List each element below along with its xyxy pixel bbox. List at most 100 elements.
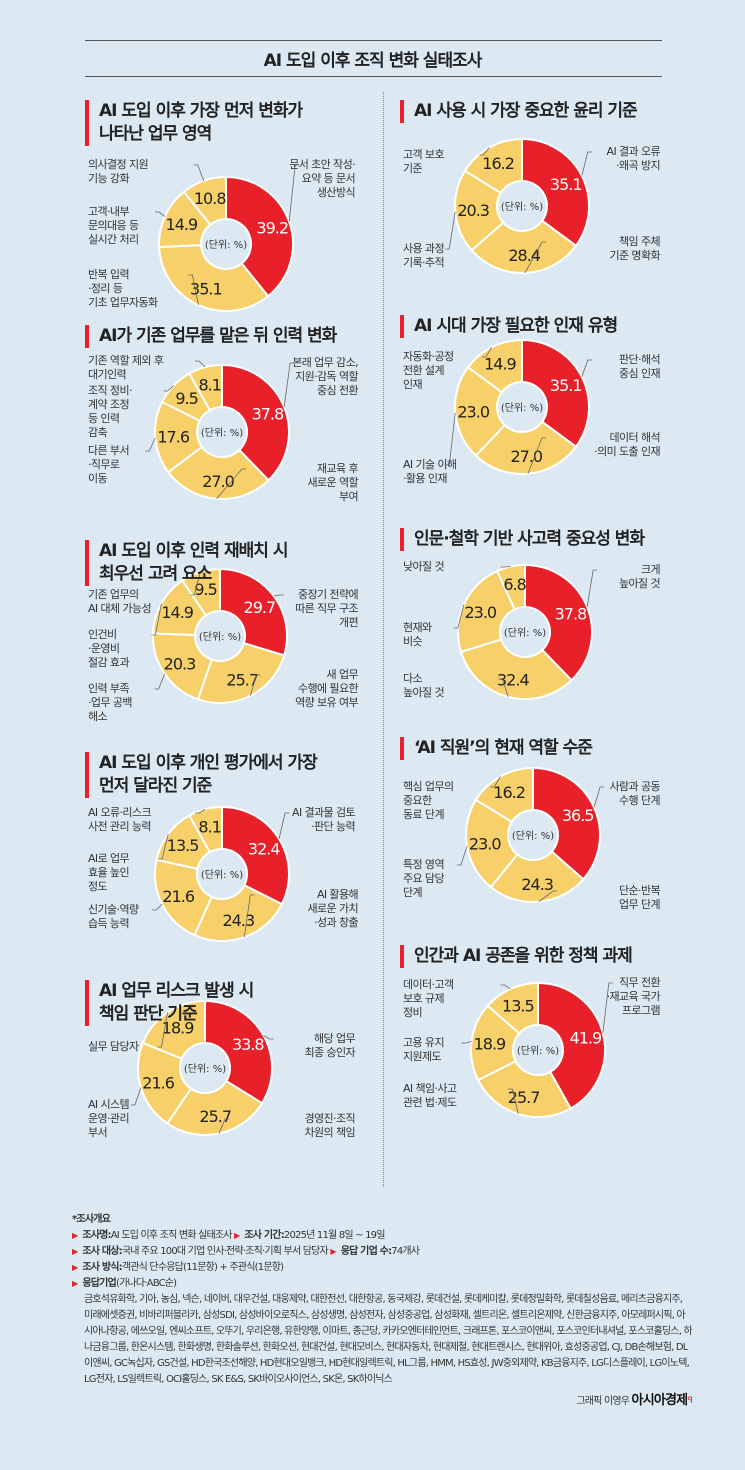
leader-line [216, 468, 246, 500]
slice-value-label: 8.1 [198, 376, 220, 395]
triangle-bullet-icon: ▶ [72, 1247, 78, 1256]
slice-category-label: 사람과 공동 수행 단계 [609, 780, 661, 807]
slice-category-label: 의사결정 지원 기능 강화 [88, 158, 149, 185]
leader-line [581, 359, 592, 377]
triangle-bullet-icon: ▶ [234, 1231, 240, 1240]
slice-category-label: 기존 역할 제외 후 대기인력 [88, 354, 164, 381]
label: 응답 기업 수: [340, 1246, 392, 1257]
slice-value-label: 36.5 [562, 806, 594, 825]
slice-category-label: 새 업무 수행에 필요한 역량 보유 여부 [295, 668, 359, 709]
credit: 그래픽 이영우 아시아경제ꟼ [72, 1392, 692, 1411]
slice-value-label: 25.7 [508, 1088, 540, 1107]
triangle-bullet-icon: ▶ [72, 1263, 78, 1272]
slice-category-label: 인력 부족 ·업무 공백 해소 [88, 682, 132, 723]
donut-slice [465, 798, 519, 889]
unit-label: (단위: %) [201, 868, 243, 881]
slice-category-label: AI 기술 이해 ·활용 인재 [403, 458, 457, 485]
slice-category-label: 고객·내부 문의대응 등 실시간 처리 [88, 205, 139, 246]
slice-category-label: 특정 영역 주요 담당 단계 [403, 858, 445, 899]
donut-slice [141, 999, 206, 1060]
slice-category-label: 반복 입력 ·정리 등 기초 업무자동화 [88, 268, 158, 309]
donut-slice [454, 365, 507, 457]
slice-value-label: 10.8 [194, 189, 226, 208]
slice-category-label: 판단·해석 중심 인재 [619, 353, 661, 380]
donut-slice [158, 244, 270, 312]
chart-title: 인간과 AI 공존을 위한 정책 과제 [400, 945, 633, 968]
leader-line [278, 812, 290, 839]
triangle-bullet-icon: ▶ [330, 1247, 336, 1256]
chart-title: ‘AI 직원’의 현재 역할 수준 [400, 737, 593, 760]
graphic-credit: 그래픽 이영우 [576, 1396, 630, 1407]
slice-category-label: 실무 담당자 [88, 1040, 139, 1053]
donut-slice [537, 981, 606, 1110]
leader-line [263, 1035, 274, 1040]
slice-category-label: 핵심 업무의 중요한 동료 단계 [403, 780, 454, 821]
column-divider [383, 92, 384, 1187]
leader-line [145, 437, 156, 452]
slice-category-label: 고용 유지 지원제도 [403, 1036, 445, 1063]
slice-value-label: 18.9 [162, 1018, 194, 1037]
slice-value-label: 37.8 [252, 405, 284, 424]
leader-line [586, 569, 598, 608]
slice-value-label: 21.6 [162, 887, 194, 906]
value: 2025년 11월 8일 ~ 19일 [283, 1230, 386, 1241]
slice-category-label: 재교육 후 새로운 역할 부여 [307, 462, 359, 503]
slice-value-label: 28.4 [508, 246, 540, 265]
donut-slice [532, 766, 601, 881]
donut-slice [489, 850, 585, 903]
slice-value-label: 6.8 [503, 575, 526, 594]
chart-title: AI 업무 리스크 발생 시 책임 판단 기준 [85, 980, 254, 1026]
leader-line [152, 903, 163, 911]
leader-line [498, 678, 509, 698]
leader-line [151, 603, 162, 636]
slice-value-label: 35.1 [550, 175, 582, 194]
label: 조사 기간: [244, 1230, 284, 1241]
donut-slice [495, 563, 526, 611]
donut-slice [182, 175, 227, 226]
donut-slice [225, 175, 294, 298]
donut-slice [524, 563, 593, 682]
slice-category-label: 해당 업무 최종 승인자 [304, 1032, 356, 1059]
value: (가나다·ABC순) [115, 1278, 177, 1289]
brand-logo: 아시아경제 [631, 1393, 689, 1408]
slice-category-label: 조직 정비· 계약 조정 등 인력 감축 [88, 384, 132, 439]
leader-line [445, 412, 456, 466]
header-rule-top [85, 40, 662, 41]
leader-line [154, 211, 166, 217]
leader-line [500, 984, 511, 990]
leader-line [154, 673, 165, 690]
leader-line [481, 346, 493, 358]
slice-value-label: 13.5 [167, 836, 199, 855]
leader-line [527, 437, 546, 474]
slice-category-label: 단순·반복 업무 단계 [619, 884, 661, 911]
slice-value-label: 17.6 [157, 427, 189, 446]
slice-value-label: 29.7 [244, 598, 276, 617]
donut-slice [474, 420, 578, 475]
chart-title: AI 도입 이후 가장 먼저 변화가 나타난 업무 영역 [85, 100, 303, 146]
slice-value-label: 25.7 [199, 1107, 231, 1126]
slice-value-label: 9.5 [194, 580, 216, 599]
slice-value-label: 16.2 [493, 783, 525, 802]
slice-category-label: AI 결과물 검토 ·판단 능력 [292, 806, 356, 833]
leader-line [461, 1041, 472, 1044]
chart-title: 인문·철학 기반 사고력 중요성 변화 [400, 528, 645, 551]
brand-mark-icon: ꟼ [687, 1396, 692, 1406]
slice-value-label: 32.4 [248, 839, 280, 858]
slice-value-label: 14.9 [161, 603, 193, 622]
slice-category-label: 인건비 ·운영비 절감 효과 [88, 628, 130, 669]
leader-line [581, 151, 592, 176]
triangle-bullet-icon: ▶ [72, 1231, 78, 1240]
donut-slice [196, 641, 286, 704]
slice-value-label: 14.9 [484, 354, 516, 373]
header-rule-bottom [85, 76, 662, 77]
label: 조사 방식: [82, 1262, 122, 1273]
chart-title: AI 도입 이후 개인 평가에서 가장 먼저 달라진 기준 [85, 752, 318, 798]
donut-slice [152, 632, 214, 701]
donut-slice [221, 805, 290, 906]
overview-line-target: ▶ 조사 대상:국내 주요 100대 기업 인사·전략·조직·기획 부서 담당자 … [72, 1244, 692, 1260]
slice-category-label: AI 오류·리스크 사전 관리 능력 [88, 806, 152, 833]
slice-value-label: 20.3 [164, 655, 196, 674]
overview-heading: *조사개요 [72, 1214, 111, 1225]
leader-line [453, 604, 465, 629]
leader-line [243, 894, 255, 938]
